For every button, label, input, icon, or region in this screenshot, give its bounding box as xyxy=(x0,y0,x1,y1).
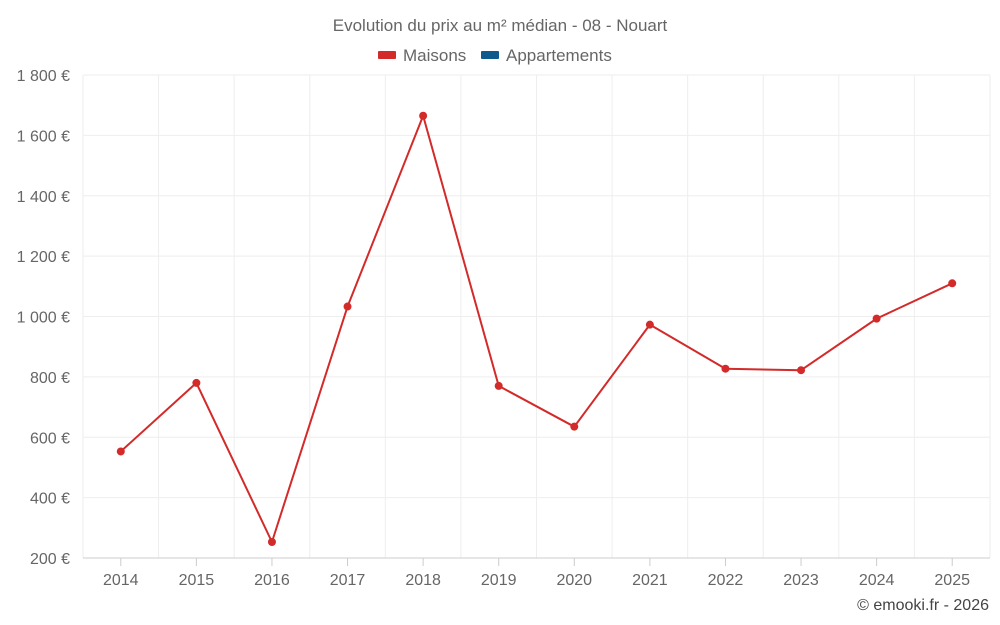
y-tick-label: 1 000 € xyxy=(17,310,70,327)
legend-item-maisons[interactable]: Maisons xyxy=(378,46,466,65)
x-tick-label: 2025 xyxy=(934,572,970,589)
series-layer xyxy=(116,111,957,547)
data-point[interactable] xyxy=(570,422,579,431)
x-tick-label: 2016 xyxy=(254,572,290,589)
data-point[interactable] xyxy=(721,364,730,373)
y-tick-label: 1 200 € xyxy=(17,249,70,266)
x-tick-label: 2022 xyxy=(708,572,744,589)
axis-layer: 200 € 400 € 600 € 800 € 1 000 € 1 200 € 1 400 … xyxy=(17,68,990,589)
x-tick-label: 2019 xyxy=(481,572,517,589)
legend-swatch-maisons xyxy=(378,51,396,59)
data-point[interactable] xyxy=(419,111,428,120)
grid-layer xyxy=(82,74,991,558)
x-tick-label: 2023 xyxy=(783,572,819,589)
y-tick-label: 1 800 € xyxy=(17,68,70,85)
legend-item-appartements[interactable]: Appartements xyxy=(481,46,612,65)
data-point[interactable] xyxy=(192,378,201,387)
x-tick-label: 2021 xyxy=(632,572,668,589)
data-point[interactable] xyxy=(872,314,881,323)
data-point[interactable] xyxy=(267,538,276,547)
x-tick-label: 2017 xyxy=(330,572,366,589)
y-tick-label: 1 600 € xyxy=(17,128,70,145)
x-tick-label: 2015 xyxy=(179,572,215,589)
legend-label-appartements: Appartements xyxy=(506,46,612,65)
x-tick-label: 2014 xyxy=(103,572,139,589)
y-tick-label: 200 € xyxy=(30,551,70,568)
data-point[interactable] xyxy=(494,381,503,390)
series-line-maisons xyxy=(120,114,953,544)
x-tick-label: 2024 xyxy=(859,572,895,589)
x-tick-label: 2020 xyxy=(556,572,592,589)
y-tick-label: 400 € xyxy=(30,491,70,508)
y-tick-label: 600 € xyxy=(30,430,70,447)
data-point[interactable] xyxy=(797,366,806,375)
legend: Maisons Appartements xyxy=(378,46,612,65)
y-tick-label: 800 € xyxy=(30,370,70,387)
data-point[interactable] xyxy=(343,302,352,311)
credit-text: © emooki.fr - 2026 xyxy=(857,597,989,614)
legend-label-maisons: Maisons xyxy=(403,46,466,65)
data-point[interactable] xyxy=(116,447,125,456)
data-point[interactable] xyxy=(645,320,654,329)
x-tick-label: 2018 xyxy=(405,572,441,589)
legend-swatch-appartements xyxy=(481,51,499,59)
y-tick-label: 1 400 € xyxy=(17,189,70,206)
data-point[interactable] xyxy=(948,279,957,288)
chart-title: Evolution du prix au m² médian - 08 - No… xyxy=(333,16,668,35)
